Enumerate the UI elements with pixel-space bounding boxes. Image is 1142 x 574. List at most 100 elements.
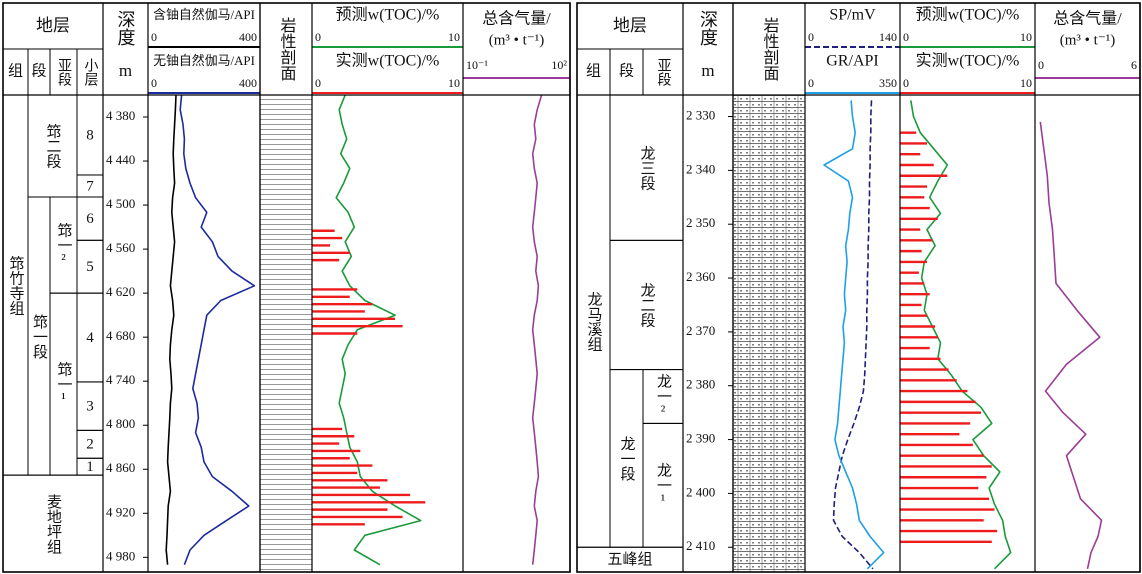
stratum-label: 五峰组: [607, 551, 652, 568]
stratum-label: 龙一段: [619, 436, 636, 481]
stratum-label: 筇竹寺组: [8, 255, 25, 315]
stratum-label: 3: [86, 399, 94, 415]
stratum-label: 龙一²: [655, 373, 672, 419]
stratum-label: 龙三段: [639, 145, 656, 190]
scale-tick-label: 0: [1038, 58, 1044, 72]
scale-tick-label: 0: [808, 30, 814, 44]
stratum-label: 筇一¹: [56, 361, 73, 407]
depth-title: 深度: [698, 10, 718, 46]
depth-tick-label: 2 330: [686, 108, 715, 123]
scale-tick-label: 0: [315, 30, 321, 44]
series-name: 含铀自然伽马/API: [153, 7, 255, 22]
depth-tick-label: 2 340: [686, 161, 715, 176]
depth-tick-label: 2 350: [686, 215, 715, 230]
lithology-column: [733, 95, 805, 572]
log-curve: [335, 94, 422, 566]
strata-header: 段: [619, 62, 634, 79]
depth-tick-label: 4 620: [106, 284, 135, 299]
stratum-label: 麦地坪组: [45, 494, 62, 554]
scale-tick-label: 0: [903, 30, 909, 44]
scale-tick-label: 140: [879, 30, 897, 44]
series-name: SP/mV: [829, 7, 876, 24]
stratum-label: 筇二段: [45, 124, 62, 169]
depth-tick-label: 4 500: [106, 196, 135, 211]
stratum-label: 6: [86, 211, 94, 227]
scale-tick-label: 0: [903, 76, 909, 90]
stratum-label: 龙马溪组: [586, 291, 603, 351]
stratum-label: 筇一²: [56, 222, 73, 268]
lithology-title: 岩性剖面: [278, 17, 297, 81]
log-curve: [910, 100, 1012, 570]
log-curve: [823, 100, 885, 570]
scale-tick-label: 0: [315, 76, 321, 90]
depth-unit: m: [119, 61, 132, 80]
stratum-label: 8: [86, 127, 94, 143]
depth-tick-label: 2 410: [686, 538, 715, 553]
stratum-label: 5: [86, 259, 94, 275]
stratum-label: 4: [86, 330, 94, 346]
strata-header: 组: [586, 62, 601, 79]
depth-tick-label: 4 800: [106, 416, 135, 431]
depth-tick-label: 2 370: [686, 323, 715, 338]
series-name: GR/API: [826, 53, 878, 70]
strata-title: 地层: [36, 16, 70, 35]
series-name: 实测w(TOC)/%: [336, 52, 440, 70]
depth-unit: m: [701, 61, 714, 80]
lithology-title: 岩性剖面: [761, 17, 780, 81]
scale-tick-label: 350: [879, 76, 897, 90]
stratum-label: 龙二段: [639, 282, 656, 327]
depth-tick-label: 2 400: [686, 484, 715, 499]
series-name: 总含气量/: [482, 10, 551, 28]
strata-title: 地层: [613, 16, 647, 35]
depth-tick-label: 2 380: [686, 377, 715, 392]
log-curve: [531, 94, 543, 565]
stratum-label: 2: [86, 437, 94, 453]
series-name: 预测w(TOC)/%: [916, 6, 1020, 24]
strata-header: 小层: [83, 58, 99, 86]
series-unit: (m³ • t⁻¹): [1060, 32, 1116, 48]
scale-tick-label: 400: [239, 30, 257, 44]
stratum-label: 1: [86, 459, 94, 475]
log-curve: [165, 94, 177, 565]
scale-tick-label: 6: [1131, 58, 1137, 72]
depth-tick-label: 4 740: [106, 372, 135, 387]
scale-tick-label: 0: [151, 30, 157, 44]
log-curve: [1039, 121, 1103, 569]
depth-tick-label: 2 360: [686, 269, 715, 284]
scale-tick-label: 0: [808, 76, 814, 90]
depth-tick-label: 4 920: [106, 504, 135, 519]
scale-tick-label: 10⁻¹: [466, 58, 488, 72]
scale-tick-label: 10: [1020, 30, 1032, 44]
strata-header: 组: [8, 62, 23, 79]
log-curve: [179, 94, 256, 565]
depth-tick-label: 4 860: [106, 460, 135, 475]
scale-tick-label: 0: [151, 76, 157, 90]
stratum-label: 龙一¹: [655, 462, 672, 508]
depth-title: 深度: [116, 10, 136, 46]
panel-frame: [576, 2, 1141, 573]
scale-tick-label: 10: [1020, 76, 1032, 90]
strata-header: 亚段: [656, 58, 672, 86]
series-name: 总含气量/: [1053, 10, 1122, 28]
lithology-column: [260, 95, 312, 572]
scale-tick-label: 10²: [551, 58, 567, 72]
series-name: 实测w(TOC)/%: [916, 52, 1020, 70]
scale-tick-label: 10: [448, 30, 460, 44]
strata-header: 段: [31, 62, 46, 79]
depth-tick-label: 4 440: [106, 152, 135, 167]
scale-tick-label: 10: [448, 76, 460, 90]
strata-header: 亚段: [56, 58, 72, 86]
series-name: 预测w(TOC)/%: [336, 6, 440, 24]
panel-frame: [2, 2, 571, 573]
depth-tick-label: 4 560: [106, 240, 135, 255]
stratum-label: 7: [86, 178, 94, 194]
log-curve: [832, 100, 874, 570]
scale-tick-label: 400: [239, 76, 257, 90]
depth-tick-label: 4 380: [106, 108, 135, 123]
depth-tick-label: 4 980: [106, 548, 135, 563]
depth-tick-label: 2 390: [686, 431, 715, 446]
series-unit: (m³ • t⁻¹): [489, 32, 545, 48]
series-name: 无铀自然伽马/API: [153, 53, 255, 68]
